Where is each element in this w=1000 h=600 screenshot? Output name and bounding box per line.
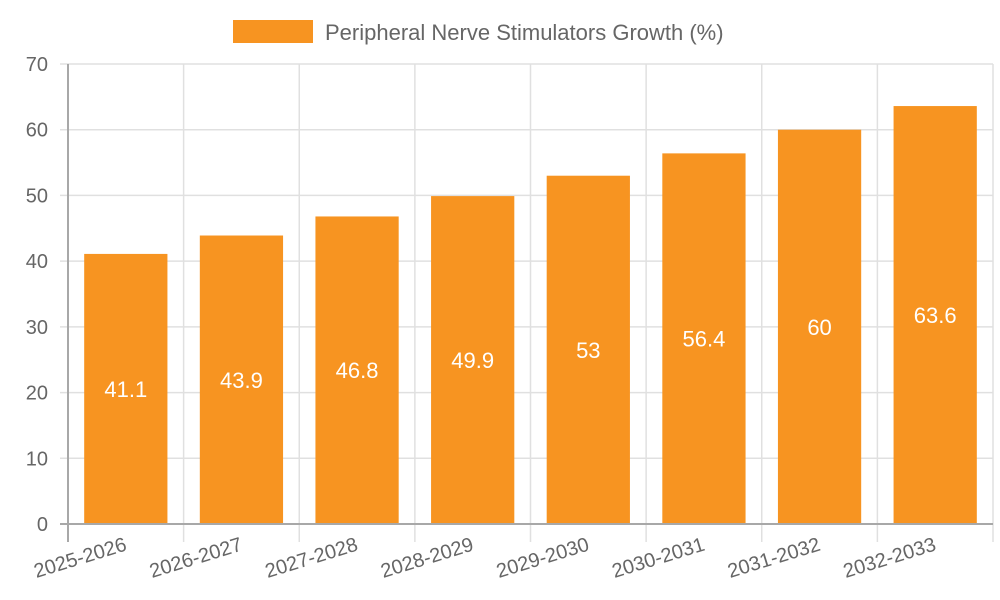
bar[interactable]: [777, 129, 862, 524]
axes: [60, 64, 993, 542]
y-tick-label: 50: [26, 185, 48, 207]
bar-value-label: 46.8: [336, 358, 379, 383]
x-tick-label: 2032-2033: [841, 534, 939, 583]
x-tick-label: 2027-2028: [263, 534, 361, 583]
bar-value-label: 63.6: [914, 303, 957, 328]
y-tick-label: 0: [37, 514, 48, 536]
y-tick-label: 20: [26, 383, 48, 405]
bar-value-label: 49.9: [451, 348, 494, 373]
bar-value-label: 43.9: [220, 368, 263, 393]
x-tick-label: 2028-2029: [378, 534, 476, 583]
x-axis-ticks: 2025-2026 2026-2027 2027-2028 2028-2029 2029…: [31, 534, 938, 583]
x-tick-label: 2029-2030: [494, 534, 592, 583]
bar-value-label: 56.4: [683, 327, 726, 352]
bar-value-label: 41.1: [104, 377, 147, 402]
bar[interactable]: [546, 175, 630, 524]
x-tick-label: 2026-2027: [147, 534, 245, 583]
legend-swatch: [233, 20, 313, 43]
bars: 41.1 43.9 46.8 49.9 53 56.4 60 63.6: [84, 106, 977, 525]
y-tick-label: 10: [26, 448, 48, 470]
legend-label: Peripheral Nerve Stimulators Growth (%): [325, 20, 724, 45]
bar[interactable]: [662, 153, 746, 524]
bar[interactable]: [431, 196, 515, 525]
y-tick-label: 60: [26, 120, 48, 142]
y-axis-ticks: 0 10 20 30 40 50 60 70: [26, 54, 48, 536]
bar-value-label: 60: [807, 315, 831, 340]
x-tick-label: 2025-2026: [31, 534, 129, 583]
bar[interactable]: [315, 216, 399, 524]
bar[interactable]: [199, 235, 284, 524]
legend[interactable]: Peripheral Nerve Stimulators Growth (%): [233, 20, 724, 45]
y-tick-label: 70: [26, 54, 48, 76]
y-tick-label: 40: [26, 251, 48, 273]
x-tick-label: 2031-2032: [725, 534, 823, 583]
x-tick-label: 2030-2031: [609, 534, 707, 583]
bar[interactable]: [84, 253, 168, 524]
y-tick-label: 30: [26, 317, 48, 339]
bar-value-label: 53: [576, 338, 600, 363]
bar[interactable]: [893, 106, 977, 525]
